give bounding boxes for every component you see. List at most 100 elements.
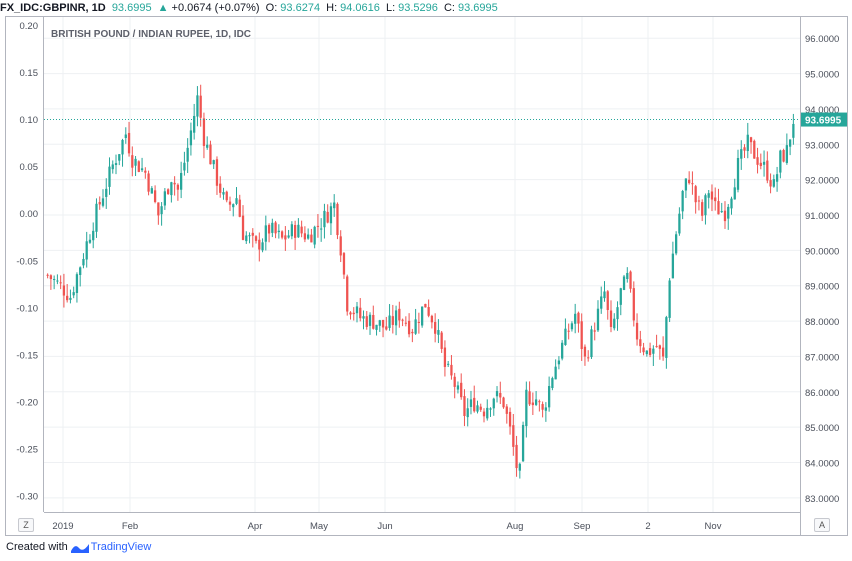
candle bbox=[388, 304, 391, 331]
left-axis-button[interactable]: Z bbox=[18, 518, 34, 532]
candle bbox=[248, 232, 251, 244]
candles bbox=[46, 84, 795, 479]
candle bbox=[635, 313, 639, 346]
candle bbox=[124, 127, 127, 144]
candle bbox=[681, 189, 684, 220]
candle bbox=[310, 228, 313, 243]
candle bbox=[290, 221, 294, 240]
candle bbox=[730, 196, 733, 215]
candle bbox=[59, 275, 62, 290]
right-tick-label: 95.0000 bbox=[805, 70, 839, 81]
right-tick-label: 84.0000 bbox=[805, 459, 839, 470]
candle bbox=[95, 198, 98, 238]
candle bbox=[479, 403, 482, 412]
left-tick-label: 0.15 bbox=[20, 68, 39, 79]
candle bbox=[749, 136, 753, 154]
candle bbox=[779, 149, 782, 179]
candle bbox=[561, 340, 564, 361]
open-label: O: bbox=[265, 2, 278, 14]
candle bbox=[137, 160, 140, 173]
candle bbox=[320, 218, 323, 242]
candle bbox=[66, 284, 69, 303]
candle bbox=[723, 201, 727, 229]
candle bbox=[528, 381, 531, 407]
candle bbox=[694, 184, 697, 214]
candle bbox=[75, 272, 79, 303]
candle bbox=[180, 161, 183, 199]
candle bbox=[316, 214, 320, 238]
candle bbox=[245, 231, 248, 244]
candle bbox=[600, 286, 603, 314]
candle bbox=[349, 311, 352, 320]
candle bbox=[531, 392, 534, 416]
candle bbox=[547, 376, 551, 412]
candle bbox=[521, 421, 525, 462]
x-tick-label: 2019 bbox=[52, 521, 73, 532]
candle bbox=[326, 204, 329, 224]
candle bbox=[401, 318, 404, 327]
candle bbox=[603, 281, 606, 302]
candle bbox=[222, 187, 225, 200]
candle bbox=[258, 232, 261, 262]
candle bbox=[391, 304, 394, 334]
candle bbox=[593, 322, 596, 341]
candle bbox=[785, 133, 788, 165]
candle bbox=[476, 400, 479, 414]
candle bbox=[300, 220, 303, 238]
candle bbox=[430, 314, 434, 329]
close-label: C: bbox=[443, 2, 455, 14]
candle bbox=[684, 178, 688, 198]
candle bbox=[131, 146, 134, 177]
candle bbox=[297, 218, 300, 238]
candle bbox=[534, 391, 538, 407]
candle bbox=[323, 203, 326, 239]
candle bbox=[287, 229, 290, 239]
candle bbox=[609, 300, 613, 333]
candle bbox=[473, 385, 476, 413]
candle bbox=[489, 407, 492, 417]
candle bbox=[590, 325, 593, 359]
x-tick-label: 2 bbox=[645, 521, 650, 532]
candle bbox=[772, 174, 775, 188]
right-axis-auto-button[interactable]: A bbox=[814, 518, 830, 532]
candle bbox=[492, 397, 495, 416]
candle bbox=[736, 149, 740, 193]
candle bbox=[293, 220, 297, 250]
candle bbox=[727, 204, 730, 230]
candle bbox=[701, 199, 704, 222]
candle bbox=[756, 147, 759, 174]
x-tick-label: Sep bbox=[574, 521, 591, 532]
candle bbox=[118, 154, 121, 166]
candle bbox=[639, 330, 642, 353]
candle bbox=[622, 274, 626, 291]
left-tick-label: -0.20 bbox=[16, 397, 38, 408]
candle bbox=[486, 399, 489, 421]
candle bbox=[505, 404, 508, 424]
created-with-text: Created with bbox=[6, 541, 68, 553]
symbol-name[interactable]: FX_IDC:GBPINR, 1D bbox=[0, 2, 106, 14]
candle bbox=[346, 274, 349, 316]
candle bbox=[398, 301, 401, 328]
candle bbox=[606, 290, 609, 320]
candle bbox=[424, 303, 427, 308]
candle bbox=[668, 278, 671, 323]
candle bbox=[313, 225, 316, 249]
candle bbox=[460, 373, 463, 400]
candle bbox=[518, 462, 521, 479]
close-value: 93.6995 bbox=[457, 2, 498, 14]
candle bbox=[782, 148, 785, 163]
candle bbox=[105, 178, 108, 209]
candle bbox=[717, 188, 720, 215]
candle bbox=[512, 413, 515, 456]
candle bbox=[541, 401, 544, 418]
candle bbox=[753, 139, 756, 159]
tradingview-logo[interactable]: TradingView bbox=[70, 541, 151, 553]
candle bbox=[587, 350, 590, 362]
candle bbox=[264, 215, 267, 251]
candle bbox=[434, 313, 437, 343]
candle bbox=[626, 267, 629, 283]
candle bbox=[98, 196, 101, 210]
candle bbox=[766, 151, 769, 184]
candle bbox=[378, 319, 381, 332]
